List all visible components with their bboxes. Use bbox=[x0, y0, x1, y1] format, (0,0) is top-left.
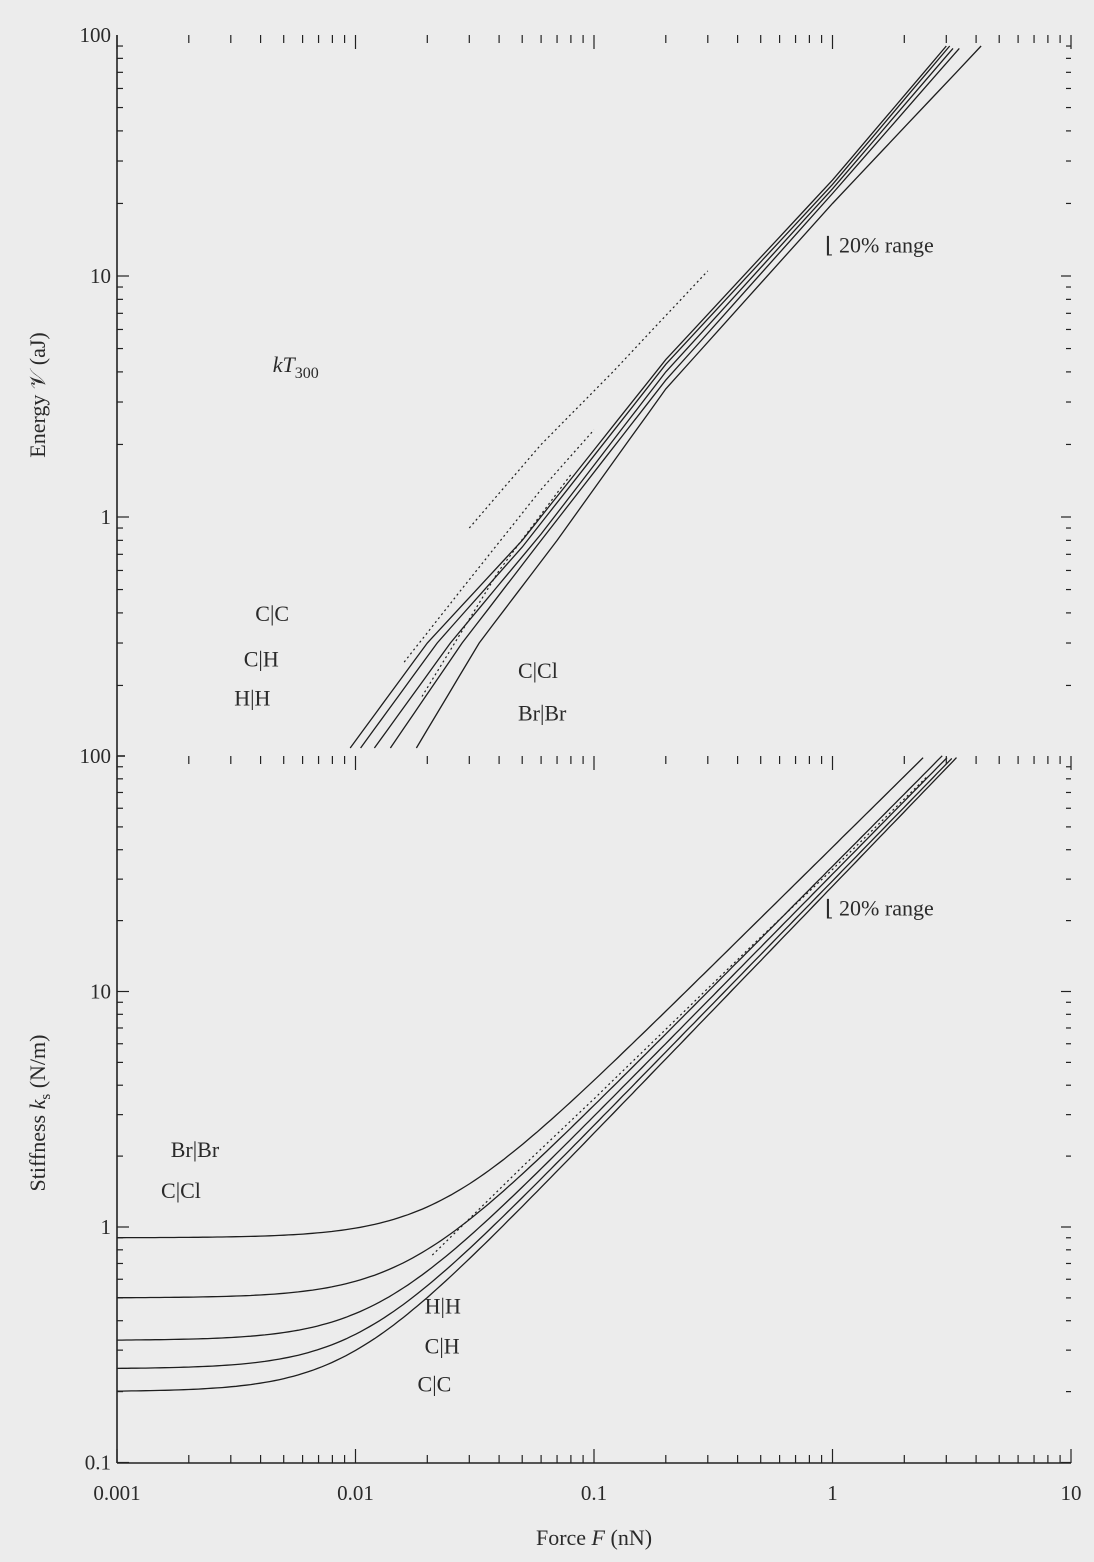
energy-panel: kT300 C|C C|H H|H C|Cl Br|Br ⌊ 20% range bbox=[234, 45, 982, 749]
energy-curve-3 bbox=[373, 47, 954, 749]
energy-curve-8 bbox=[468, 270, 709, 529]
x-tick-label: 0.1 bbox=[581, 1481, 607, 1505]
y-tick-label: 1 bbox=[101, 1215, 112, 1239]
energy-curve-5 bbox=[415, 45, 982, 749]
annotation-label: C|Cl bbox=[518, 658, 558, 683]
stiffness-asymptote-1 bbox=[431, 775, 928, 1256]
annotation-label: ⌊ 20% range bbox=[825, 233, 934, 258]
y-tick-label: 10 bbox=[90, 980, 111, 1004]
energy-curve-1 bbox=[349, 45, 947, 749]
y-tick-label: 10 bbox=[90, 264, 111, 288]
x-tick-label: 10 bbox=[1061, 1481, 1082, 1505]
stiffness-curve-3 bbox=[117, 757, 948, 1341]
stiffness-curve-1 bbox=[117, 757, 924, 1239]
top-y-axis-label: Energy 𝒱 (aJ) bbox=[25, 332, 50, 457]
annotation-label: C|H bbox=[244, 646, 279, 671]
annotation-label: H|H bbox=[425, 1293, 461, 1318]
stiffness-curve-4 bbox=[116, 757, 953, 1370]
stiffness-panel: Br|Br C|Cl H|H C|H C|C ⌊ 20% range bbox=[116, 755, 957, 1397]
y-tick-label: 100 bbox=[80, 744, 112, 768]
x-tick-label: 0.001 bbox=[93, 1481, 140, 1505]
annotation-label: C|C bbox=[418, 1372, 452, 1397]
annotation-label: C|C bbox=[255, 601, 289, 626]
energy-curve-4 bbox=[389, 47, 960, 749]
annotation-label: Br|Br bbox=[171, 1137, 220, 1162]
bottom-y-axis-label: Stiffness ks (N/m) bbox=[25, 1035, 54, 1192]
y-tick-label: 100 bbox=[80, 23, 112, 47]
annotation-label: C|Cl bbox=[161, 1178, 201, 1203]
annotation-label: ⌊ 20% range bbox=[825, 896, 934, 921]
annotation-label: C|H bbox=[425, 1334, 460, 1359]
annotation-label: Br|Br bbox=[518, 701, 567, 726]
y-tick-label: 0.1 bbox=[85, 1451, 111, 1475]
energy-curve-6 bbox=[403, 429, 595, 663]
axes-frame: 1 10 100 0.1 1 10 100 0.001 0.01 0.1 1 10 Force F (n… bbox=[25, 23, 1082, 1550]
annotation-label: H|H bbox=[234, 686, 270, 711]
energy-curve-2 bbox=[360, 45, 951, 749]
stiffness-curve-2 bbox=[117, 755, 943, 1299]
x-tick-label: 1 bbox=[827, 1481, 838, 1505]
stiffness-curve-5 bbox=[117, 757, 957, 1392]
annotation-label: kT300 bbox=[273, 352, 319, 382]
x-axis-label: Force F (nN) bbox=[536, 1525, 652, 1550]
x-tick-label: 0.01 bbox=[337, 1481, 374, 1505]
y-tick-label: 1 bbox=[101, 505, 112, 529]
